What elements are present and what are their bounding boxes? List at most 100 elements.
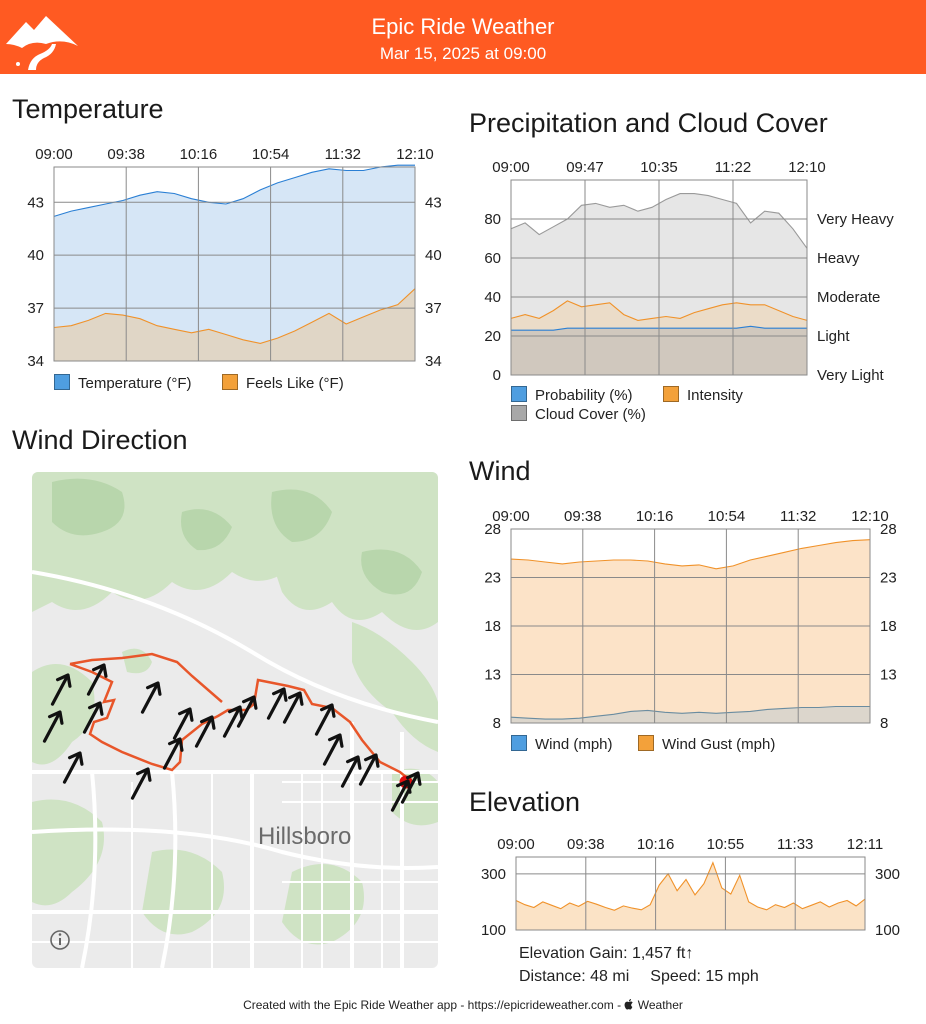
footer: Created with the Epic Ride Weather app -… — [0, 998, 926, 1012]
y-tick-label: 34 — [27, 353, 44, 370]
elevation-stats: Elevation Gain: 1,457 ft↑ Distance: 48 m… — [519, 942, 759, 988]
wind-arrow-icon — [236, 695, 258, 728]
wind-arrow-icon — [172, 707, 194, 740]
wind-arrow-icon — [400, 771, 422, 804]
legend-feels-like: Feels Like (°F) — [222, 374, 344, 392]
series-area — [54, 288, 415, 361]
ride-route — [69, 652, 413, 783]
y-tick-label-right: 100 — [875, 922, 900, 939]
plot-border — [510, 179, 808, 376]
y-tick-label: 40 — [27, 247, 44, 264]
x-tick-label: 12:10 — [788, 159, 826, 176]
app-header: Epic Ride Weather Mar 15, 2025 at 09:00 — [0, 0, 926, 74]
x-tick-label: 10:54 — [252, 146, 290, 163]
y-tick-label: 8 — [493, 715, 501, 732]
series-area — [516, 862, 865, 930]
x-tick-label: 09:00 — [497, 836, 535, 853]
x-tick-label: 12:11 — [847, 836, 883, 853]
x-tick-label: 12:10 — [396, 146, 434, 163]
y-tick-label-right: 13 — [880, 667, 897, 684]
legend-swatch-probability — [511, 386, 527, 402]
legend-label: Wind Gust (mph) — [662, 736, 776, 753]
x-tick-label: 10:55 — [707, 836, 745, 853]
y-tick-label: 80 — [484, 211, 501, 228]
y-tick-label-right: 18 — [880, 618, 897, 635]
app-title: Epic Ride Weather — [371, 14, 555, 39]
wind-arrow-icon — [194, 715, 216, 748]
x-tick-label: 09:00 — [35, 146, 73, 163]
x-tick-label: 09:38 — [107, 146, 145, 163]
x-tick-label: 09:38 — [564, 508, 602, 525]
roads — [32, 570, 438, 968]
map-canvas: Hillsboro — [32, 472, 438, 968]
temperature-legend: Temperature (°F) Feels Like (°F) — [54, 374, 454, 394]
legend-swatch-intensity — [663, 386, 679, 402]
y-tick-label: 60 — [484, 250, 501, 267]
x-tick-label: 09:00 — [492, 508, 530, 525]
intensity-label: Moderate — [817, 289, 880, 306]
wind-arrow-icon — [222, 705, 244, 738]
legend-intensity: Intensity — [663, 386, 743, 404]
wind-direction-map[interactable]: Hillsboro — [32, 472, 438, 968]
wind-arrow-icon — [62, 751, 84, 784]
x-tick-label: 12:10 — [851, 508, 889, 525]
series-line — [510, 705, 870, 720]
legend-wind: Wind (mph) — [511, 735, 613, 753]
wind-arrow-icon — [42, 710, 64, 743]
x-tick-label: 10:16 — [637, 836, 675, 853]
ride-datetime: Mar 15, 2025 at 09:00 — [379, 44, 547, 63]
x-tick-label: 11:22 — [715, 159, 751, 176]
wind-arrow-icon — [162, 737, 184, 770]
wind-arrow-icon — [140, 681, 162, 714]
legend-label: Feels Like (°F) — [246, 375, 344, 392]
y-tick-label: 300 — [481, 866, 506, 883]
x-tick-label: 10:16 — [636, 508, 674, 525]
mountain-road-logo-icon — [6, 16, 78, 70]
plot-border — [53, 166, 416, 362]
x-tick-label: 11:33 — [777, 836, 813, 853]
wind-arrow-icon — [282, 691, 304, 724]
wind-legend: Wind (mph) Wind Gust (mph) — [511, 735, 911, 755]
y-tick-label-right: 37 — [425, 300, 442, 317]
wind-arrows — [42, 663, 422, 812]
y-tick-label-right: 300 — [875, 866, 900, 883]
wind-title: Wind — [469, 456, 531, 486]
plot-border — [515, 856, 866, 931]
series-area — [54, 165, 415, 361]
legend-wind-gust: Wind Gust (mph) — [638, 735, 775, 753]
precipitation-chart: 09:00 09:47 10:35 11:22 12:10 80 60 40 20 0 Very H… — [484, 159, 894, 384]
x-tick-label: 10:35 — [640, 159, 678, 176]
wind-arrow-icon — [86, 663, 108, 696]
wind-arrow-icon — [50, 673, 72, 706]
y-tick-label-right: 28 — [880, 521, 897, 538]
legend-swatch-wind — [511, 735, 527, 751]
y-tick-label-right: 40 — [425, 247, 442, 264]
x-tick-label: 09:00 — [492, 159, 530, 176]
elevation-gain: Elevation Gain: 1,457 ft↑ — [519, 945, 694, 962]
legend-swatch-feels-like — [222, 374, 238, 390]
series-line — [515, 861, 866, 911]
footer-weather-label: Weather — [637, 998, 683, 1012]
legend-label: Intensity — [687, 387, 743, 404]
info-icon[interactable] — [50, 930, 70, 950]
intensity-label: Light — [817, 328, 850, 345]
temperature-chart: 09:00 09:38 10:16 10:54 11:32 12:10 43 43 40 40 37… — [27, 146, 442, 370]
legend-label: Probability (%) — [535, 387, 633, 404]
temperature-title: Temperature — [12, 94, 164, 124]
wind-arrow-icon — [266, 687, 288, 720]
x-tick-label: 10:54 — [708, 508, 746, 525]
wind-arrow-icon — [130, 767, 152, 800]
wind-arrow-icon — [314, 703, 336, 736]
y-tick-label: 20 — [484, 328, 501, 345]
wind-arrow-icon — [322, 733, 344, 766]
map-place-label: Hillsboro — [258, 823, 351, 850]
y-tick-label-right: 34 — [425, 353, 442, 370]
wind-arrow-icon — [82, 701, 104, 734]
y-tick-label: 23 — [484, 570, 501, 587]
wind-direction-title: Wind Direction — [12, 425, 188, 455]
y-tick-label-right: 23 — [880, 570, 897, 587]
legend-cloud-cover: Cloud Cover (%) — [511, 405, 646, 423]
y-tick-label: 13 — [484, 667, 501, 684]
legend-probability: Probability (%) — [511, 386, 633, 404]
